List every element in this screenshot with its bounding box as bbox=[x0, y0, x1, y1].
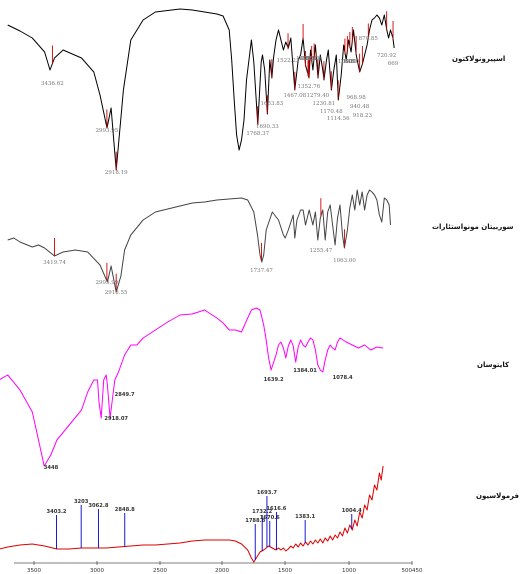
peak-label: 1768.37 bbox=[246, 131, 269, 137]
spectrum-line bbox=[7, 8, 395, 171]
peak-label: 1230.81 bbox=[313, 101, 336, 107]
peak-label: 918.23 bbox=[353, 113, 373, 119]
spectrum-name-spironolactone: اسپیرونولاکتون bbox=[452, 55, 505, 63]
sorbitan-monostearate-spectrum-panel: 3419.74 2993.99 2918.55 1737.47 1255.471063.… bbox=[7, 189, 391, 296]
peak-label: 1732.2 bbox=[252, 509, 272, 515]
peak-label: 1170.48 bbox=[320, 109, 343, 115]
x-tick-label: 1500 bbox=[278, 568, 292, 574]
peak-label: 1078.4 bbox=[333, 375, 353, 381]
peak-label: 1616.6 bbox=[266, 506, 286, 512]
peak-label: 1063.00 bbox=[333, 258, 356, 264]
peak-label: 1788.8 bbox=[245, 518, 265, 524]
peak-label: 3403.2 bbox=[47, 509, 67, 515]
peak-label: 720.92 bbox=[377, 53, 396, 59]
peak-label: 1467.08 bbox=[283, 93, 306, 99]
x-tick-label: 2500 bbox=[153, 568, 167, 574]
peak-label: 1384.01 bbox=[293, 368, 317, 374]
peak-label: 3419.74 bbox=[43, 260, 66, 266]
peak-label: 1639.2 bbox=[264, 377, 284, 383]
peak-label: 2848.8 bbox=[115, 507, 135, 513]
peak-label: 1330 bbox=[305, 56, 319, 62]
peak-label: 1670.6 bbox=[260, 515, 280, 521]
peak-label: 1522.23 bbox=[277, 58, 300, 64]
peak-label: 1114.56 bbox=[327, 116, 350, 122]
peak-label: 870.85 bbox=[359, 36, 379, 42]
peak-label: 2993.99 bbox=[96, 280, 119, 286]
peak-label: 1004.4 bbox=[342, 508, 362, 514]
peak-label: 3203 bbox=[74, 499, 89, 505]
peak-label: 3062.8 bbox=[88, 503, 108, 509]
spectrum-name-chitosan: کایتوسان bbox=[477, 361, 510, 369]
peak-label: 1380 bbox=[299, 56, 313, 62]
peak-label: 1350 bbox=[302, 56, 316, 62]
chitosan-spectrum-panel: 3448 2918.07 2849.7 1639.2 1384.01 1078.4 bbox=[0, 307, 384, 471]
peak-label: 1400 bbox=[296, 56, 310, 62]
x-tick-label: 500450 bbox=[402, 568, 423, 574]
peak-label: 1040 bbox=[340, 59, 354, 65]
spectrum-line bbox=[7, 189, 391, 293]
peak-label: 1737.47 bbox=[250, 268, 273, 274]
peak-label: 1060 bbox=[338, 59, 352, 65]
peak-label: 2918.07 bbox=[104, 416, 128, 422]
peak-label: 1000 bbox=[345, 59, 359, 65]
x-tick-label: 2000 bbox=[215, 568, 229, 574]
peak-label: 968.98 bbox=[347, 95, 367, 101]
spectrum-name-sorbitan: سوربیتان مونواستئارات bbox=[432, 223, 514, 231]
peak-label: 3448 bbox=[44, 465, 59, 471]
peak-label: 2918.19 bbox=[105, 170, 128, 176]
spectrum-name-formulation: فرمولاسیون bbox=[476, 492, 519, 500]
peak-label: 1690.33 bbox=[256, 124, 279, 130]
peak-label: 1383.1 bbox=[295, 514, 315, 520]
peak-label: 3436.62 bbox=[41, 81, 64, 87]
peak-label: 1360 bbox=[301, 56, 315, 62]
wavenumber-x-axis: 3500 3000 2500 2000 1500 1000 500450 bbox=[14, 561, 423, 574]
peak-label: 1020 bbox=[343, 59, 357, 65]
peak-label: 2849.7 bbox=[115, 392, 135, 398]
x-tick-label: 1000 bbox=[342, 568, 356, 574]
spectrum-line bbox=[0, 465, 384, 563]
peak-label: 2993.95 bbox=[96, 128, 119, 134]
spectrum-line bbox=[0, 307, 384, 467]
peak-label: 1255.47 bbox=[309, 248, 332, 254]
x-tick-label: 3500 bbox=[27, 568, 41, 574]
peak-label: 1310 bbox=[307, 56, 321, 62]
peak-label: 940.48 bbox=[350, 104, 370, 110]
peak-label: 2918.55 bbox=[105, 290, 128, 296]
x-tick-label: 3000 bbox=[90, 568, 104, 574]
peak-label: 1693.7 bbox=[257, 490, 277, 496]
peak-label: 1279.40 bbox=[307, 93, 330, 99]
peak-label: 1352.76 bbox=[298, 84, 321, 90]
peak-label: 1653.83 bbox=[260, 101, 283, 107]
peak-label: 669 bbox=[388, 61, 399, 67]
